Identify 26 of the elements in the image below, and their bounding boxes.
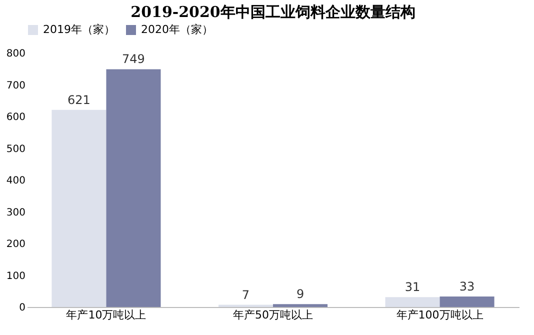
chart-title: 2019-2020年中国工业饲料企业数量结构 bbox=[130, 3, 416, 21]
data-label: 7 bbox=[242, 288, 250, 302]
bar bbox=[273, 304, 328, 307]
y-tick-label: 700 bbox=[6, 80, 26, 92]
y-tick-label: 100 bbox=[6, 270, 26, 282]
data-label: 33 bbox=[459, 280, 475, 294]
legend-label: 2019年（家） bbox=[43, 23, 115, 36]
y-tick-label: 0 bbox=[19, 302, 26, 314]
y-tick-label: 800 bbox=[6, 48, 26, 60]
y-tick-label: 200 bbox=[6, 239, 26, 250]
y-tick-label: 500 bbox=[6, 144, 26, 155]
data-label: 31 bbox=[404, 280, 420, 294]
x-tick-label: 年产10万吨以上 bbox=[66, 308, 146, 322]
bar bbox=[440, 296, 494, 307]
x-tick-label: 年产100万吨以上 bbox=[396, 308, 484, 322]
data-label: 749 bbox=[122, 52, 145, 66]
y-tick-label: 600 bbox=[6, 112, 26, 123]
legend-label: 2020年（家） bbox=[141, 23, 213, 36]
data-label: 621 bbox=[68, 92, 90, 107]
data-label: 9 bbox=[296, 287, 304, 302]
bar bbox=[385, 297, 440, 307]
bar bbox=[52, 110, 106, 307]
y-tick-label: 300 bbox=[6, 207, 26, 218]
bar bbox=[106, 69, 161, 307]
x-tick-label: 年产50万吨以上 bbox=[233, 308, 313, 322]
y-tick-label: 400 bbox=[6, 176, 26, 186]
